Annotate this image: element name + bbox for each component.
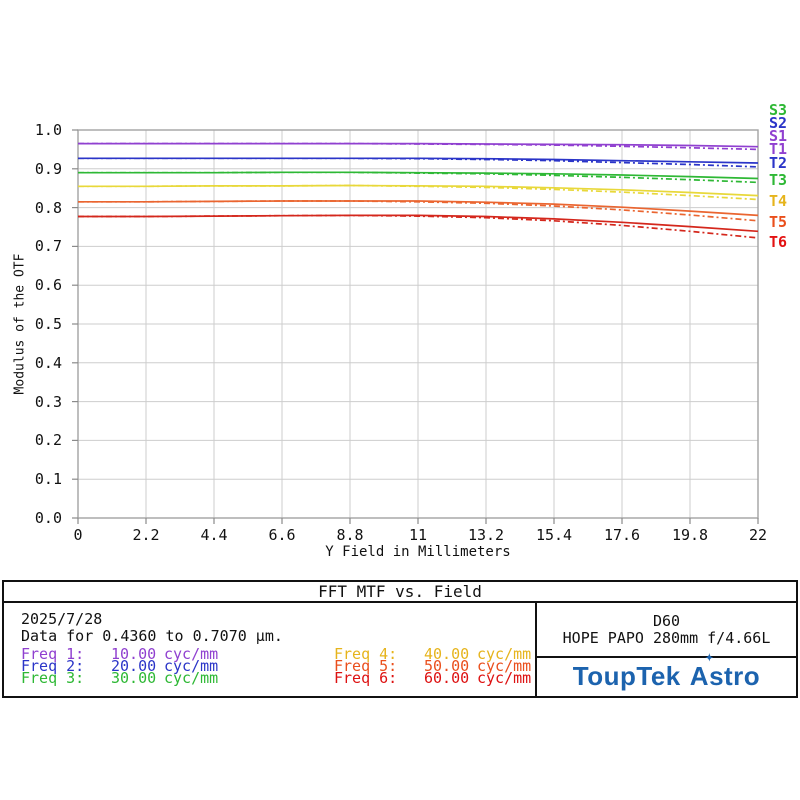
mtf-curve-S6 [78,214,759,239]
chart-title: FFT MTF vs. Field [4,582,796,603]
x-tick-label: 8.8 [336,526,364,544]
x-axis-title: Y Field in Millimeters [325,544,511,560]
plot-canvas [72,129,759,524]
freq-value: 30.00 [111,669,157,687]
mtf-chart: 0.0 0.1 0.2 0.3 0.4 0.5 0.6 0.7 0.8 0.9 1.0 0 2.2 4.4… [12,101,788,561]
mtf-curve-S5 [78,200,759,222]
freq-value: 40.00 [424,645,470,663]
curve-label-T2: T2 [769,154,788,172]
y-tick-label: 0.6 [34,276,62,295]
mtf-curve-S3 [78,171,759,184]
analysis-date: 2025/7/28 [21,610,103,628]
y-tick-label: 0.4 [34,353,62,372]
freq-value: 50.00 [424,657,470,675]
star-icon: ✦ [705,652,715,664]
brand-name-part1: ToupTek [572,660,681,691]
curve-label-T5: T5 [769,213,788,231]
freq-value: 20.00 [111,657,157,675]
freq-label: Freq 2: [21,657,85,675]
mtf-curve-S4 [78,184,759,201]
x-tick-label: 0 [73,526,83,544]
brand-name-part2: stro [709,660,761,691]
y-tick-label: 0.9 [34,159,62,178]
curve-label-T1: T1 [769,140,788,158]
configuration-name: D60 [652,611,681,630]
brand-letter-a: ✦ A [689,652,715,691]
info-table-body: 2025/7/28 Data for 0.4360 to 0.7070 µm. … [4,603,796,696]
lens-title: HOPE PAPO 280mm f/4.66L [562,628,771,647]
x-tick-label: 2.2 [132,526,160,544]
freq-label: Freq 3: [21,669,85,687]
curve-label-S2: S2 [769,114,788,132]
info-table: FFT MTF vs. Field 2025/7/28 Data for 0.4… [2,580,798,698]
curve-label-T3: T3 [769,171,788,189]
freq-legend-col-1: Freq 1: 10.00 cyc/mm Freq 2: 20.00 cyc/m… [21,645,219,687]
freq-legend-row-2: Freq 2: 20.00 cyc/mm [21,657,219,675]
curve-label-T4: T4 [769,192,788,210]
freq-legend-row-6: Freq 6: 60.00 cyc/mm [334,669,532,687]
freq-unit: cyc/mm [477,657,532,675]
curve-label-S3: S3 [769,101,788,119]
x-tick-label: 11 [408,526,428,544]
freq-value: 60.00 [424,669,470,687]
mtf-curve-S2 [78,157,759,168]
y-tick-label: 0.8 [34,198,62,217]
freq-legend-row-4: Freq 4: 40.00 cyc/mm [334,645,532,663]
y-tick-label: 0.2 [34,431,62,450]
y-axis-title: Modulus of the OTF [12,253,28,395]
freq-unit: cyc/mm [164,657,219,675]
freq-unit: cyc/mm [164,645,219,663]
x-tick-label: 4.4 [200,526,228,544]
y-tick-label: 0.7 [34,237,62,256]
y-tick-label: 0.3 [34,392,62,411]
freq-legend-col-2: Freq 4: 40.00 cyc/mm Freq 5: 50.00 cyc/m… [334,645,532,687]
mtf-curve-S1 [78,142,759,151]
freq-label: Freq 1: [21,645,85,663]
x-tick-label: 22 [748,526,768,544]
y-tick-label: 0.1 [34,470,62,489]
curve-label-S1: S1 [769,127,788,145]
y-tick-label: 0.5 [34,315,62,333]
freq-value: 10.00 [111,645,157,663]
x-tick-label: 19.8 [671,526,709,544]
configuration-cell: D60 HOPE PAPO 280mm f/4.66L [537,603,796,658]
freq-unit: cyc/mm [477,669,532,687]
x-tick-label: 6.6 [268,526,296,544]
freq-legend-row-5: Freq 5: 50.00 cyc/mm [334,657,532,675]
x-tick-label: 17.6 [603,526,641,544]
x-tick-label: 13.2 [467,526,505,544]
freq-legend-row-1: Freq 1: 10.00 cyc/mm [21,645,219,663]
y-tick-label: 0.0 [34,509,62,527]
x-tick-label: 15.4 [535,526,573,544]
analysis-info-cell: 2025/7/28 Data for 0.4360 to 0.7070 µm. … [4,603,537,696]
curve-label-T6: T6 [769,233,788,251]
freq-legend-row-3: Freq 3: 30.00 cyc/mm [21,669,219,687]
freq-unit: cyc/mm [164,669,219,687]
freq-label: Freq 6: [334,669,398,687]
wavelength-range: Data for 0.4360 to 0.7070 µm. [21,627,283,645]
freq-label: Freq 4: [334,645,398,663]
y-tick-label: 1.0 [34,121,62,139]
freq-unit: cyc/mm [477,645,532,663]
freq-label: Freq 5: [334,657,398,675]
